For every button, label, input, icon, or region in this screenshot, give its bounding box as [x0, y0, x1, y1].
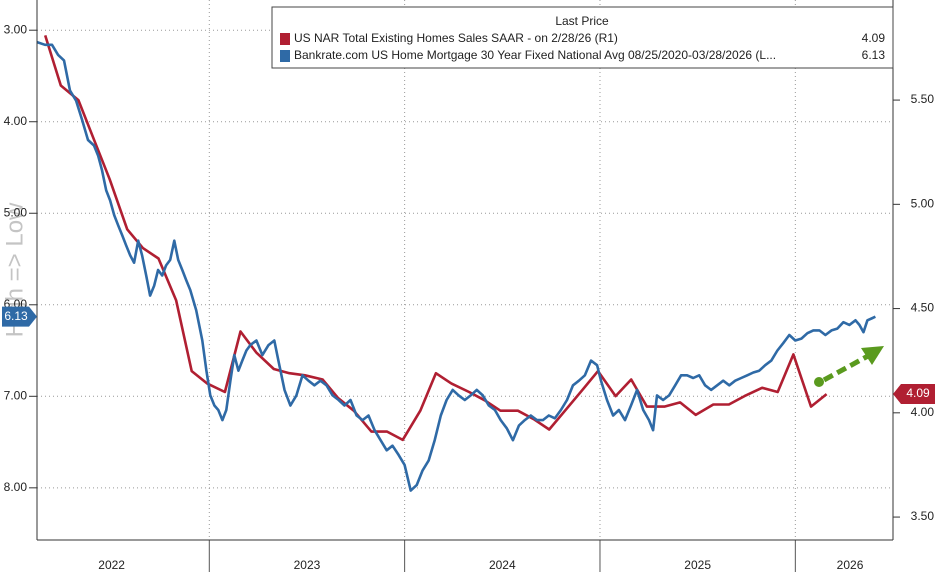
y-tick-label: 5.00	[4, 205, 28, 219]
legend-label: US NAR Total Existing Homes Sales SAAR -…	[294, 31, 618, 45]
legend-swatch	[280, 50, 290, 62]
legend: Last Price US NAR Total Existing Homes S…	[271, 6, 894, 69]
y2-tick-label: 5.50	[911, 92, 935, 106]
y2-tick-label: 4.00	[911, 405, 935, 419]
trend-arrow	[814, 346, 884, 387]
y-tick-label: 4.00	[4, 114, 28, 128]
last-value-tag	[2, 306, 37, 327]
legend-swatch	[280, 33, 290, 45]
y2-tick-label: 4.50	[911, 301, 935, 315]
x-tick-label: 2024	[489, 558, 516, 572]
plot-lines	[37, 35, 876, 492]
y2-tick-label: 5.00	[911, 196, 935, 210]
legend-label: Bankrate.com US Home Mortgage 30 Year Fi…	[294, 48, 776, 62]
x-tick-label: 2025	[684, 558, 711, 572]
y2-tick-label: 3.50	[911, 509, 935, 523]
legend-box	[271, 6, 894, 69]
legend-value: 6.13	[862, 48, 886, 62]
series-line	[43, 35, 828, 442]
y-tick-label: 3.00	[4, 22, 28, 36]
last-value-text: 4.09	[906, 386, 930, 400]
last-value-text: 6.13	[4, 309, 28, 323]
x-tick-label: 2026	[837, 558, 864, 572]
y-tick-label: 8.00	[4, 480, 28, 494]
legend-title: Last Price	[555, 14, 609, 28]
x-tick-label: 2022	[98, 558, 125, 572]
x-tick-label: 2023	[294, 558, 321, 572]
last-value-tag	[893, 384, 935, 405]
grid	[29, 0, 900, 572]
y-tick-label: 7.00	[4, 388, 28, 402]
legend-value: 4.09	[862, 31, 886, 45]
series-line	[37, 40, 876, 492]
